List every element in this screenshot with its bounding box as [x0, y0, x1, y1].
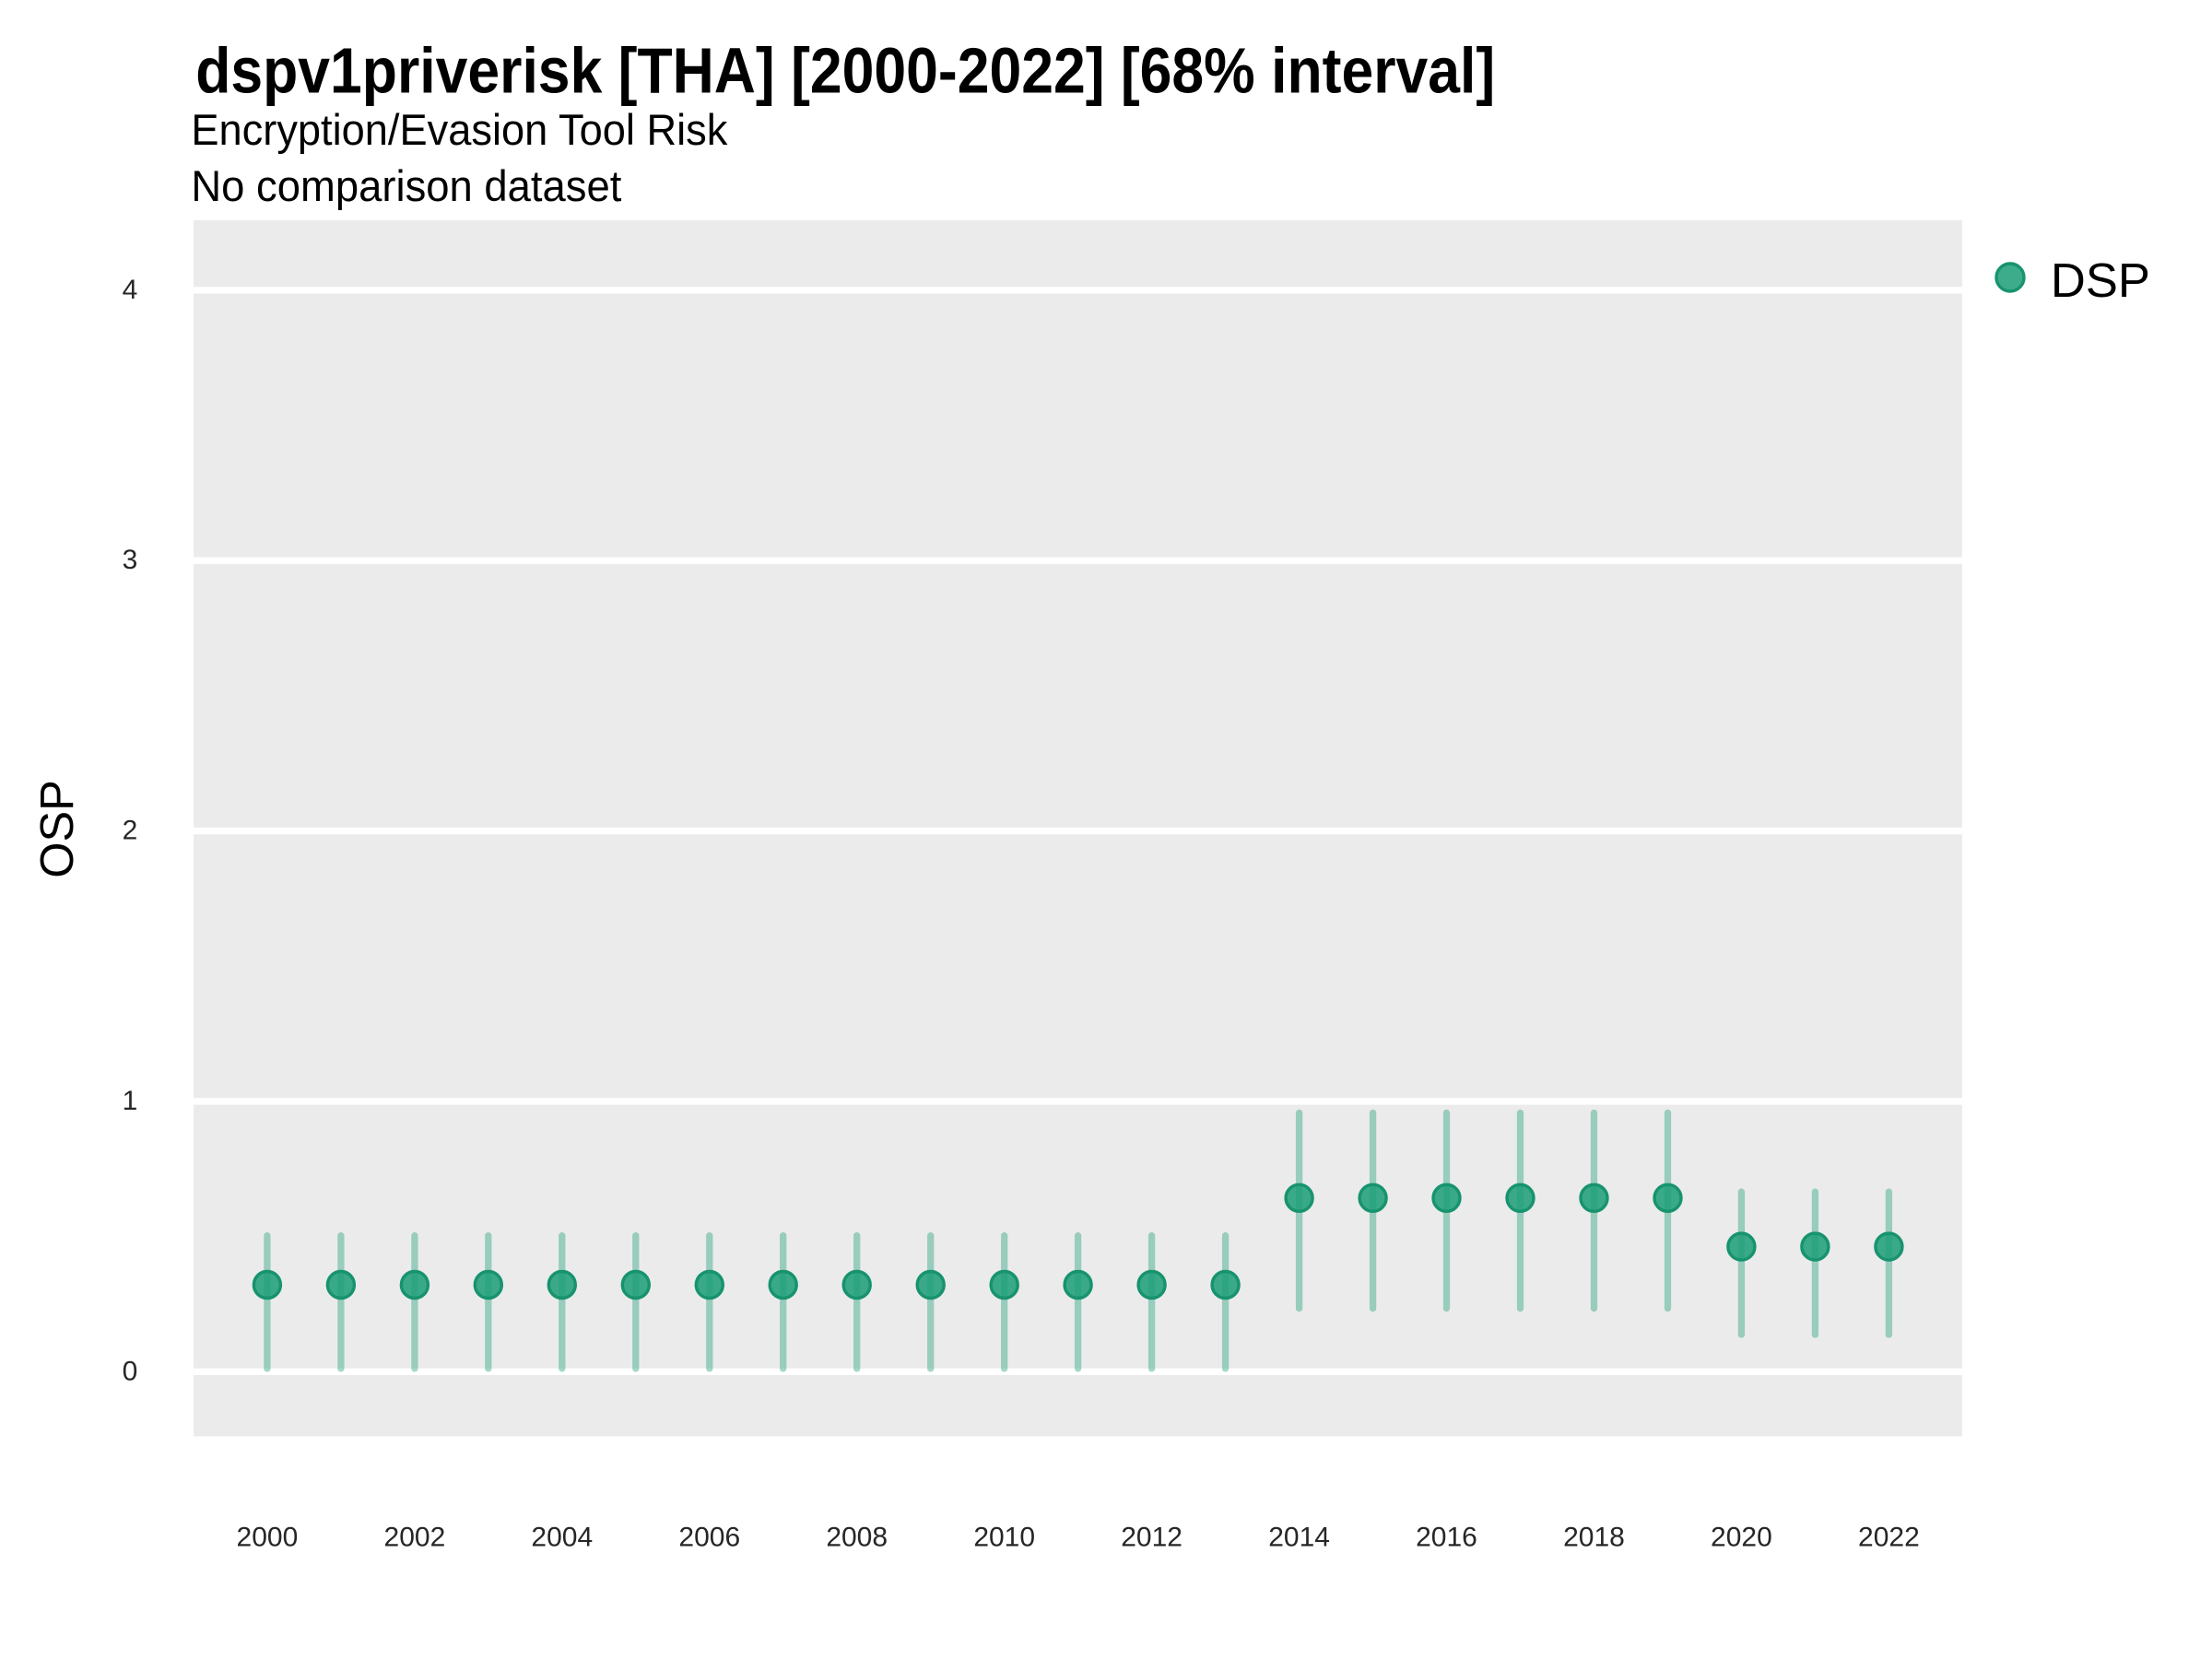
svg-text:2010: 2010 — [973, 1523, 1035, 1553]
svg-text:2: 2 — [123, 816, 138, 846]
svg-text:2000: 2000 — [237, 1523, 299, 1553]
svg-text:2012: 2012 — [1121, 1523, 1182, 1553]
svg-text:2022: 2022 — [1858, 1523, 1920, 1553]
svg-text:dspv1priverisk [THA] [2000-202: dspv1priverisk [THA] [2000-2022] [68% in… — [195, 35, 1495, 107]
svg-text:2004: 2004 — [531, 1523, 593, 1553]
svg-text:2014: 2014 — [1268, 1523, 1330, 1553]
svg-text:No comparison dataset: No comparison dataset — [191, 162, 621, 211]
svg-text:Encryption/Evasion Tool Risk: Encryption/Evasion Tool Risk — [191, 106, 727, 155]
svg-text:0: 0 — [123, 1356, 138, 1386]
svg-text:DSP: DSP — [2051, 254, 2150, 308]
svg-text:2018: 2018 — [1563, 1523, 1625, 1553]
svg-text:2016: 2016 — [1416, 1523, 1477, 1553]
svg-text:1: 1 — [123, 1086, 138, 1116]
svg-text:2008: 2008 — [826, 1523, 888, 1553]
svg-text:3: 3 — [123, 545, 138, 575]
svg-text:OSP: OSP — [30, 780, 83, 878]
svg-text:2020: 2020 — [1711, 1523, 1772, 1553]
svg-text:2006: 2006 — [678, 1523, 740, 1553]
svg-text:2002: 2002 — [384, 1523, 446, 1553]
svg-text:4: 4 — [123, 275, 138, 305]
